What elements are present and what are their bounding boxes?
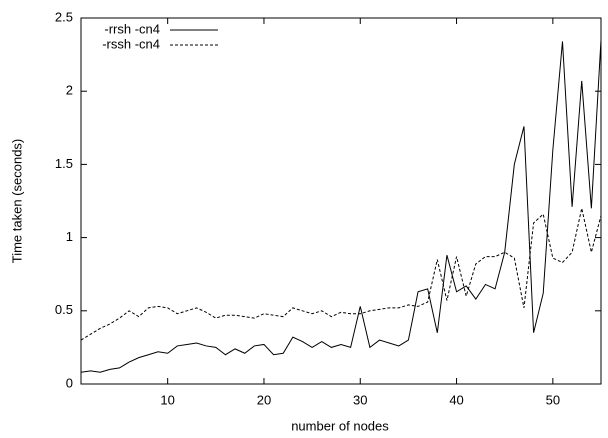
plot-frame	[80, 17, 602, 385]
series-line	[80, 39, 602, 373]
y-tick-label: 0.5	[55, 302, 73, 317]
x-tick-label: 40	[449, 392, 463, 407]
series-line	[80, 208, 602, 341]
y-tick-label: 1	[66, 229, 73, 244]
x-tick-label: 30	[353, 392, 367, 407]
y-axis-label: Time taken (seconds)	[9, 139, 24, 264]
y-tick-label: 2	[66, 83, 73, 98]
x-axis-label: number of nodes	[291, 418, 389, 433]
x-tick-label: 10	[160, 392, 174, 407]
legend-label: -rrsh -cn4	[104, 21, 160, 36]
legend-label: -rssh -cn4	[102, 36, 160, 51]
y-tick-label: 0	[66, 375, 73, 390]
y-tick-label: 1.5	[55, 156, 73, 171]
x-tick-label: 20	[257, 392, 271, 407]
x-tick-label: 50	[546, 392, 560, 407]
y-tick-label: 2.5	[55, 9, 73, 24]
